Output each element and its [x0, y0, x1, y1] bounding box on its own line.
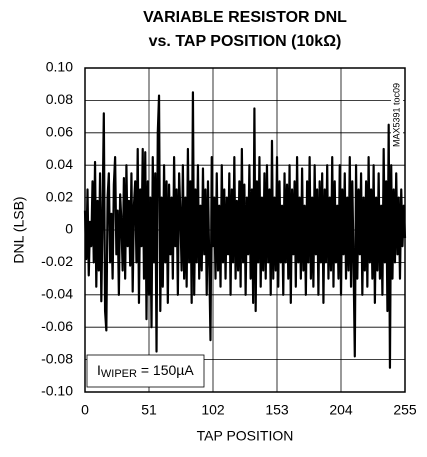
y-tick-label: -0.06 — [41, 318, 73, 334]
side-note: MAX5391 toc09 — [391, 83, 401, 147]
data-line — [83, 91, 407, 369]
y-tick-label: 0.06 — [46, 124, 73, 140]
y-tick-label: -0.02 — [41, 253, 73, 269]
annotation-rest: = 150µA — [137, 362, 194, 378]
y-tick-label: 0.10 — [46, 59, 73, 75]
y-tick-label: -0.08 — [41, 350, 73, 366]
chart-title: vs. TAP POSITION (10kΩ) — [149, 33, 342, 50]
annotation-box — [86, 354, 205, 388]
x-tick-label: 255 — [393, 402, 417, 418]
plot-frame — [84, 67, 406, 393]
y-tick-label: 0.08 — [46, 91, 73, 107]
y-tick-label: 0.02 — [46, 188, 73, 204]
annotation-main: I — [97, 362, 101, 378]
annotation: IWIPER = 150µA — [97, 362, 194, 380]
y-tick-label: 0.04 — [46, 156, 73, 172]
x-tick-label: 153 — [265, 402, 289, 418]
annotation-sub: WIPER — [101, 368, 137, 380]
y-axis-label: DNL (LSB) — [11, 196, 27, 263]
x-tick-label: 204 — [329, 402, 353, 418]
side-note-bg — [391, 71, 403, 159]
x-tick-label: 102 — [201, 402, 225, 418]
x-axis-label: TAP POSITION — [197, 428, 294, 444]
x-tick-label: 51 — [141, 402, 157, 418]
y-tick-label: -0.04 — [41, 286, 73, 302]
chart-title: VARIABLE RESISTOR DNL — [143, 9, 347, 26]
x-tick-label: 0 — [81, 402, 89, 418]
y-tick-label: 0 — [65, 221, 73, 237]
y-tick-label: -0.10 — [41, 383, 73, 399]
